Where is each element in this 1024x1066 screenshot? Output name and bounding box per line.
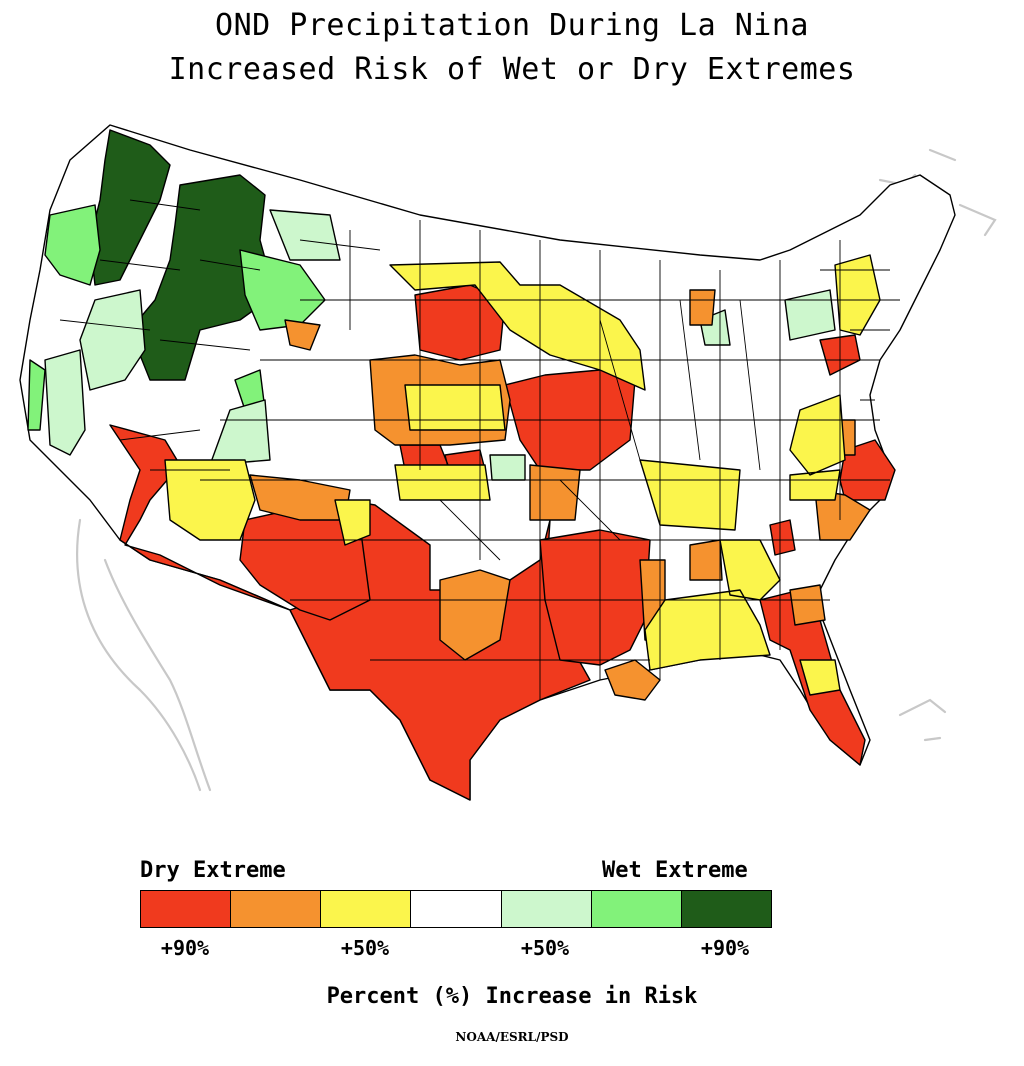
map-subtitle: Increased Risk of Wet or Dry Extremes [168, 52, 856, 87]
lower-mississippi-dry [504, 369, 651, 666]
swatch-wet-90 [681, 891, 771, 927]
swatch-dry-50 [321, 891, 412, 927]
swatch-wet-50 [501, 891, 592, 927]
legend-color-bar [140, 890, 772, 928]
northeast-yellow [789, 254, 881, 501]
idaho-wet [129, 174, 276, 381]
legend-axis-label: Percent (%) Increase in Risk [326, 984, 698, 1009]
bahamas-coastline [898, 698, 947, 742]
source-credit: NOAA/ESRL/PSD [455, 1030, 569, 1044]
southeast-moderate [689, 419, 871, 626]
swatch-dry-90 [141, 891, 232, 927]
mexico-coastline [76, 518, 202, 792]
great-basin-lightgreen [44, 209, 836, 481]
pacific-northwest-wet [89, 129, 171, 286]
baja-coastline [103, 558, 212, 792]
swatch-wet-70 [591, 891, 682, 927]
midwest-yellow [389, 261, 741, 531]
climate-division-lines [59, 199, 900, 700]
tick-dry-50: +50% [340, 936, 390, 960]
swatch-dry-70 [231, 891, 322, 927]
tick-wet-90: +90% [700, 936, 750, 960]
tick-dry-90: +90% [160, 936, 210, 960]
dry-extreme-label: Dry Extreme [140, 858, 286, 883]
precipitation-map [19, 124, 997, 801]
swatch-neutral [411, 891, 502, 927]
tick-wet-50: +50% [520, 936, 570, 960]
wet-extreme-label: Wet Extreme [602, 858, 748, 883]
map-title: OND Precipitation During La Nina [215, 8, 809, 43]
